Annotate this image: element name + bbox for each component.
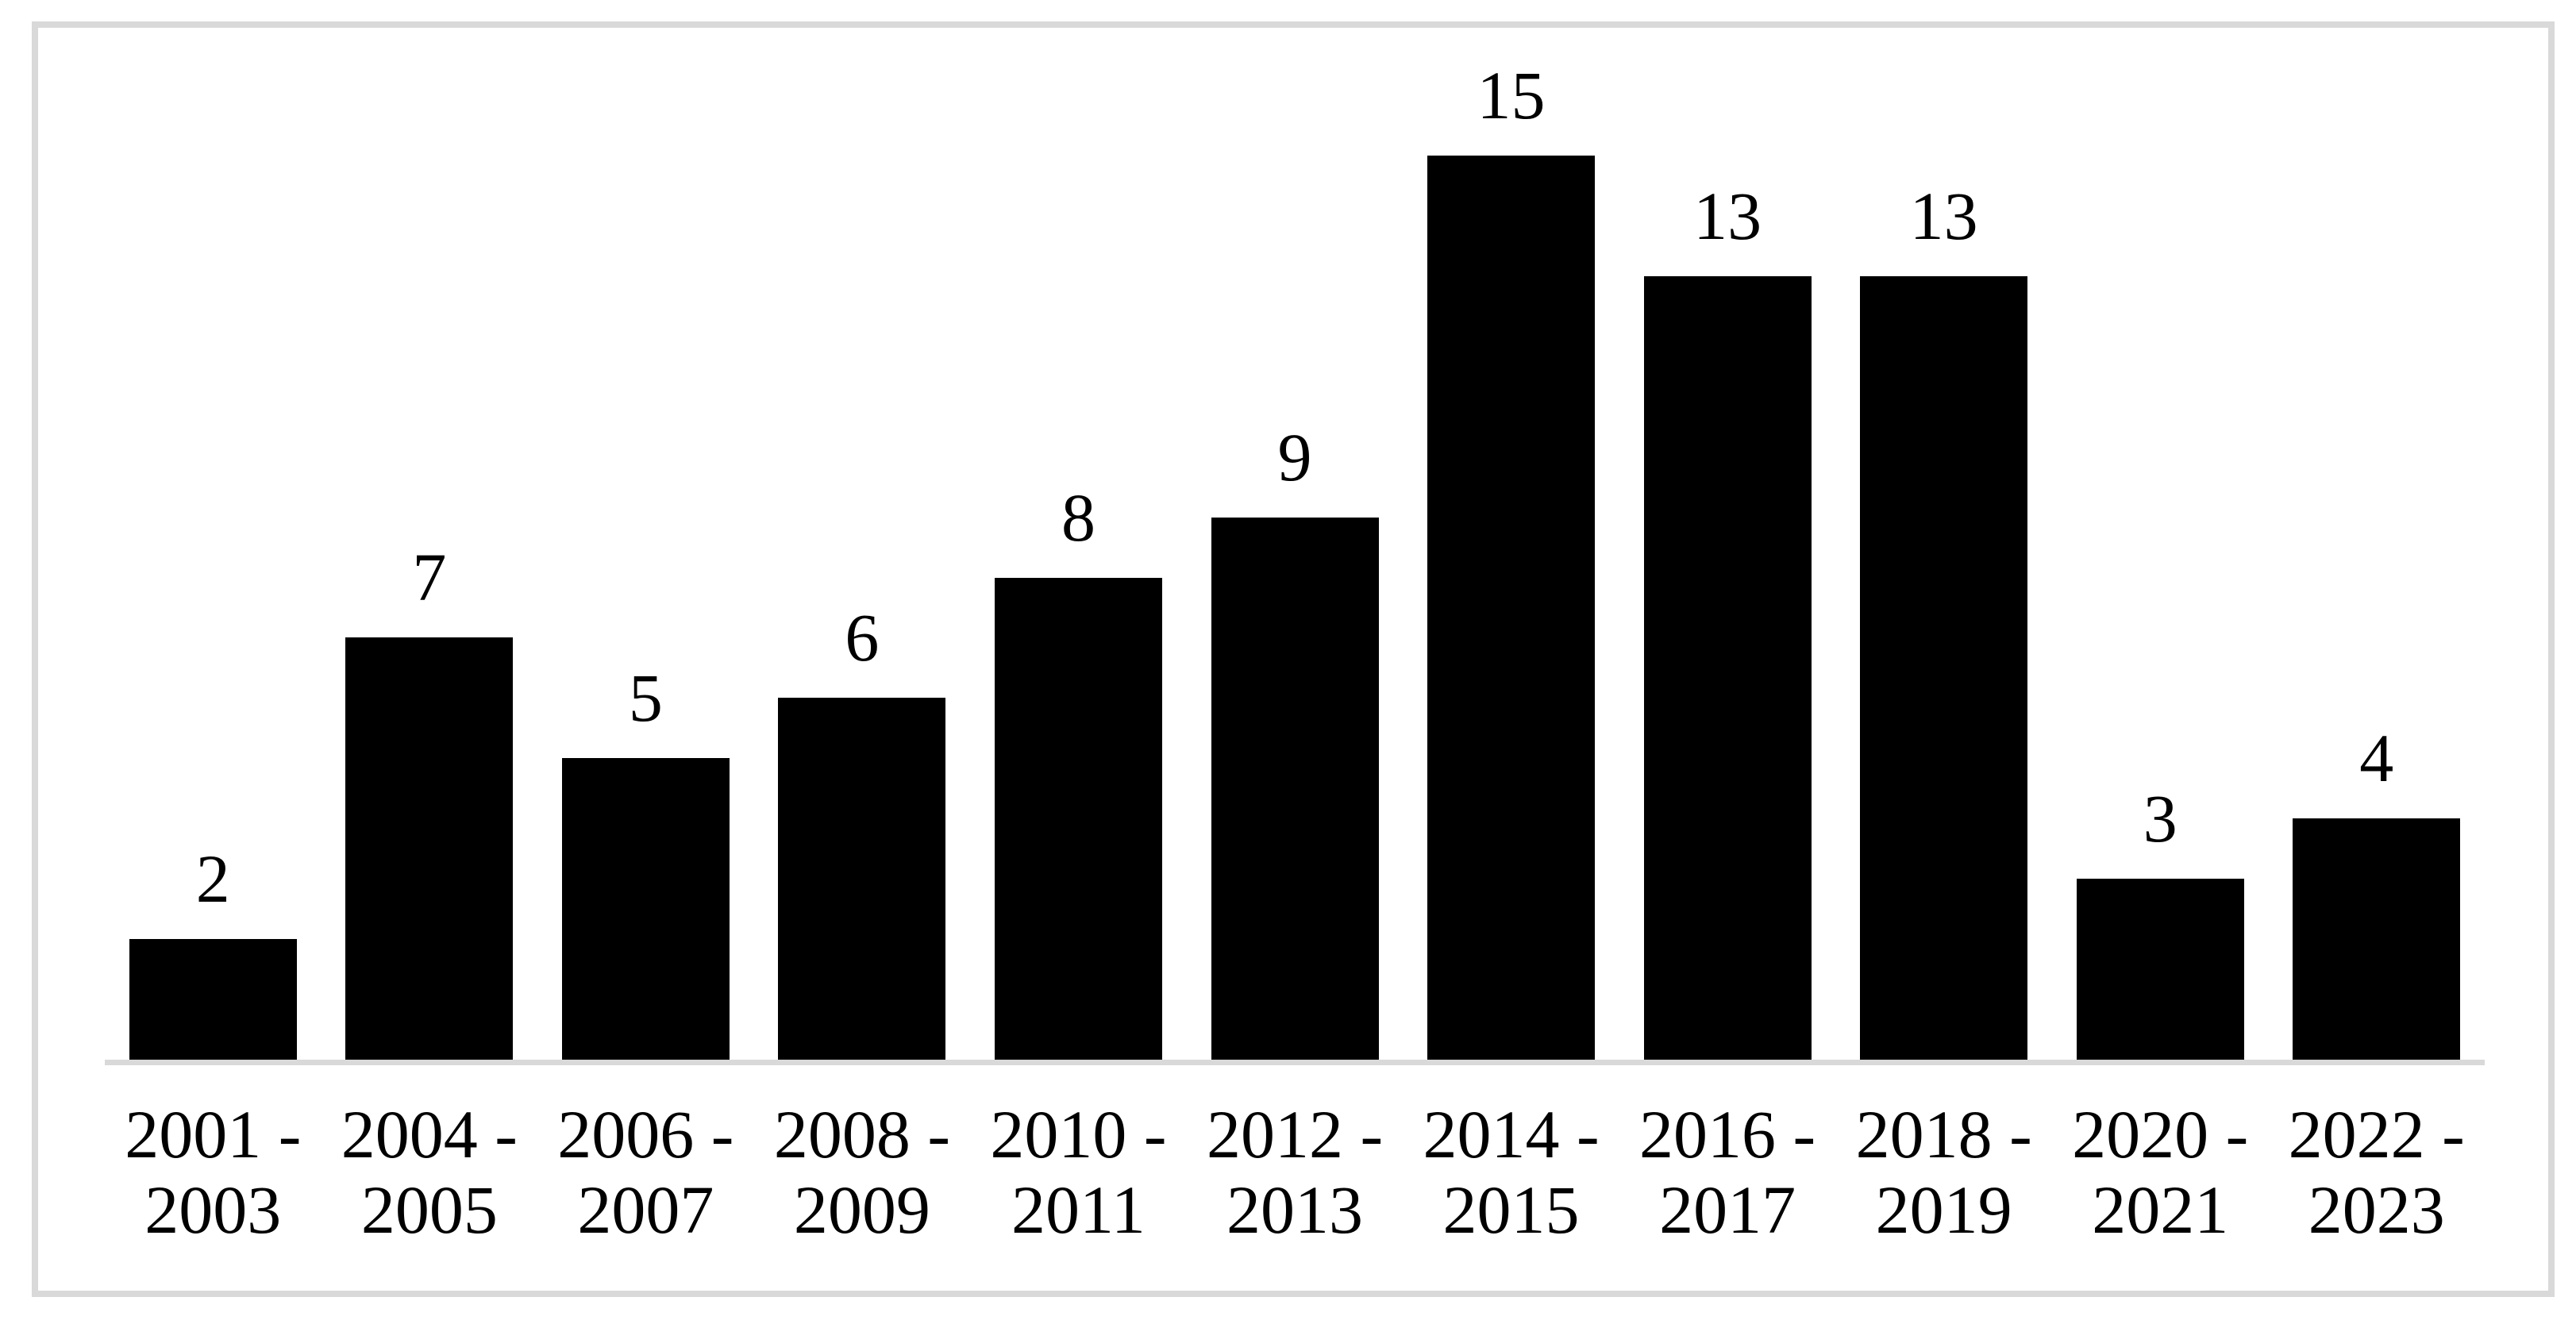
x-axis-tick-label-line: 2020 - bbox=[2072, 1096, 2249, 1172]
bar-slot: 13 bbox=[1619, 0, 1836, 1060]
x-axis-tick-label-line: 2019 bbox=[1875, 1172, 2012, 1248]
x-axis-tick-label-line: 2021 bbox=[2092, 1172, 2229, 1248]
bar-slot: 15 bbox=[1403, 0, 1619, 1060]
x-axis-tick-label-line: 2008 - bbox=[773, 1096, 950, 1172]
bar-slot: 8 bbox=[970, 0, 1187, 1060]
x-axis-tick-label: 2008 -2009 bbox=[754, 1097, 971, 1248]
x-axis-tick-label: 2016 -2017 bbox=[1619, 1097, 1836, 1248]
bar bbox=[1211, 518, 1379, 1060]
x-axis-tick-label-line: 2013 bbox=[1226, 1172, 1363, 1248]
x-axis-tick-label-line: 2014 - bbox=[1423, 1096, 1600, 1172]
x-axis-tick-label: 2018 -2019 bbox=[1835, 1097, 2052, 1248]
bar-slot: 13 bbox=[1835, 0, 2052, 1060]
bar-slot: 2 bbox=[105, 0, 322, 1060]
x-axis-tick-label-line: 2017 bbox=[1659, 1172, 1796, 1248]
x-axis-tick-label-line: 2001 - bbox=[125, 1096, 302, 1172]
x-axis-tick-label-line: 2022 - bbox=[2288, 1096, 2465, 1172]
x-axis-tick-label-line: 2003 bbox=[144, 1172, 282, 1248]
bar-value-label: 15 bbox=[1477, 57, 1546, 133]
x-axis-tick-label-line: 2004 - bbox=[341, 1096, 518, 1172]
x-axis-tick-label-line: 2015 bbox=[1442, 1172, 1580, 1248]
x-axis-labels-row: 2001 -2003 2004 -2005 2006 -2007 2008 -2009… bbox=[105, 1097, 2485, 1248]
bar bbox=[778, 698, 946, 1060]
x-axis-tick-label-line: 2023 bbox=[2308, 1172, 2445, 1248]
x-axis-line bbox=[105, 1060, 2485, 1065]
bar bbox=[994, 578, 1162, 1060]
bar-value-label: 4 bbox=[2359, 720, 2394, 796]
x-axis-tick-label-line: 2011 bbox=[1011, 1172, 1146, 1248]
chart-frame bbox=[32, 21, 2555, 1297]
bar-value-label: 13 bbox=[1693, 178, 1762, 254]
x-axis-tick-label: 2004 -2005 bbox=[322, 1097, 538, 1248]
x-axis-tick-label: 2001 -2003 bbox=[105, 1097, 322, 1248]
bar-value-label: 6 bbox=[845, 599, 880, 675]
x-axis-tick-label-line: 2006 - bbox=[557, 1096, 734, 1172]
bar bbox=[1427, 156, 1596, 1060]
bar-slot: 7 bbox=[322, 0, 538, 1060]
bars-row: 2 7 5 6 8 9 15 13 13 3 4 bbox=[105, 0, 2485, 1060]
bar-slot: 6 bbox=[754, 0, 971, 1060]
x-axis-tick-label-line: 2007 bbox=[577, 1172, 714, 1248]
bar bbox=[345, 637, 514, 1060]
x-axis-tick-label: 2012 -2013 bbox=[1187, 1097, 1404, 1248]
bar-value-label: 3 bbox=[2143, 780, 2177, 856]
x-axis-tick-label-line: 2016 - bbox=[1639, 1096, 1816, 1172]
bar-value-label: 2 bbox=[195, 841, 230, 917]
x-axis-tick-label: 2010 -2011 bbox=[970, 1097, 1187, 1248]
bar bbox=[129, 939, 297, 1060]
x-axis-tick-label-line: 2010 - bbox=[990, 1096, 1167, 1172]
bar-slot: 9 bbox=[1187, 0, 1404, 1060]
bar bbox=[561, 758, 730, 1060]
bar bbox=[2293, 818, 2461, 1060]
bar-slot: 3 bbox=[2052, 0, 2269, 1060]
bar-slot: 4 bbox=[2268, 0, 2485, 1060]
bar-value-label: 9 bbox=[1277, 419, 1312, 495]
bar bbox=[2076, 879, 2244, 1060]
x-axis-tick-label: 2006 -2007 bbox=[537, 1097, 754, 1248]
x-axis-tick-label-line: 2009 bbox=[793, 1172, 930, 1248]
x-axis-tick-label-line: 2018 - bbox=[1855, 1096, 2032, 1172]
bar-value-label: 13 bbox=[1909, 178, 1978, 254]
x-axis-tick-label-line: 2012 - bbox=[1206, 1096, 1384, 1172]
x-axis-tick-label: 2014 -2015 bbox=[1403, 1097, 1619, 1248]
bar-value-label: 7 bbox=[412, 539, 447, 615]
bar-value-label: 5 bbox=[628, 660, 663, 736]
x-axis-tick-label: 2020 -2021 bbox=[2052, 1097, 2269, 1248]
x-axis-tick-label: 2022 -2023 bbox=[2268, 1097, 2485, 1248]
x-axis-tick-label-line: 2005 bbox=[360, 1172, 498, 1248]
bar-value-label: 8 bbox=[1061, 479, 1095, 556]
bar bbox=[1643, 276, 1812, 1060]
bar-slot: 5 bbox=[537, 0, 754, 1060]
bar bbox=[1860, 276, 2028, 1060]
